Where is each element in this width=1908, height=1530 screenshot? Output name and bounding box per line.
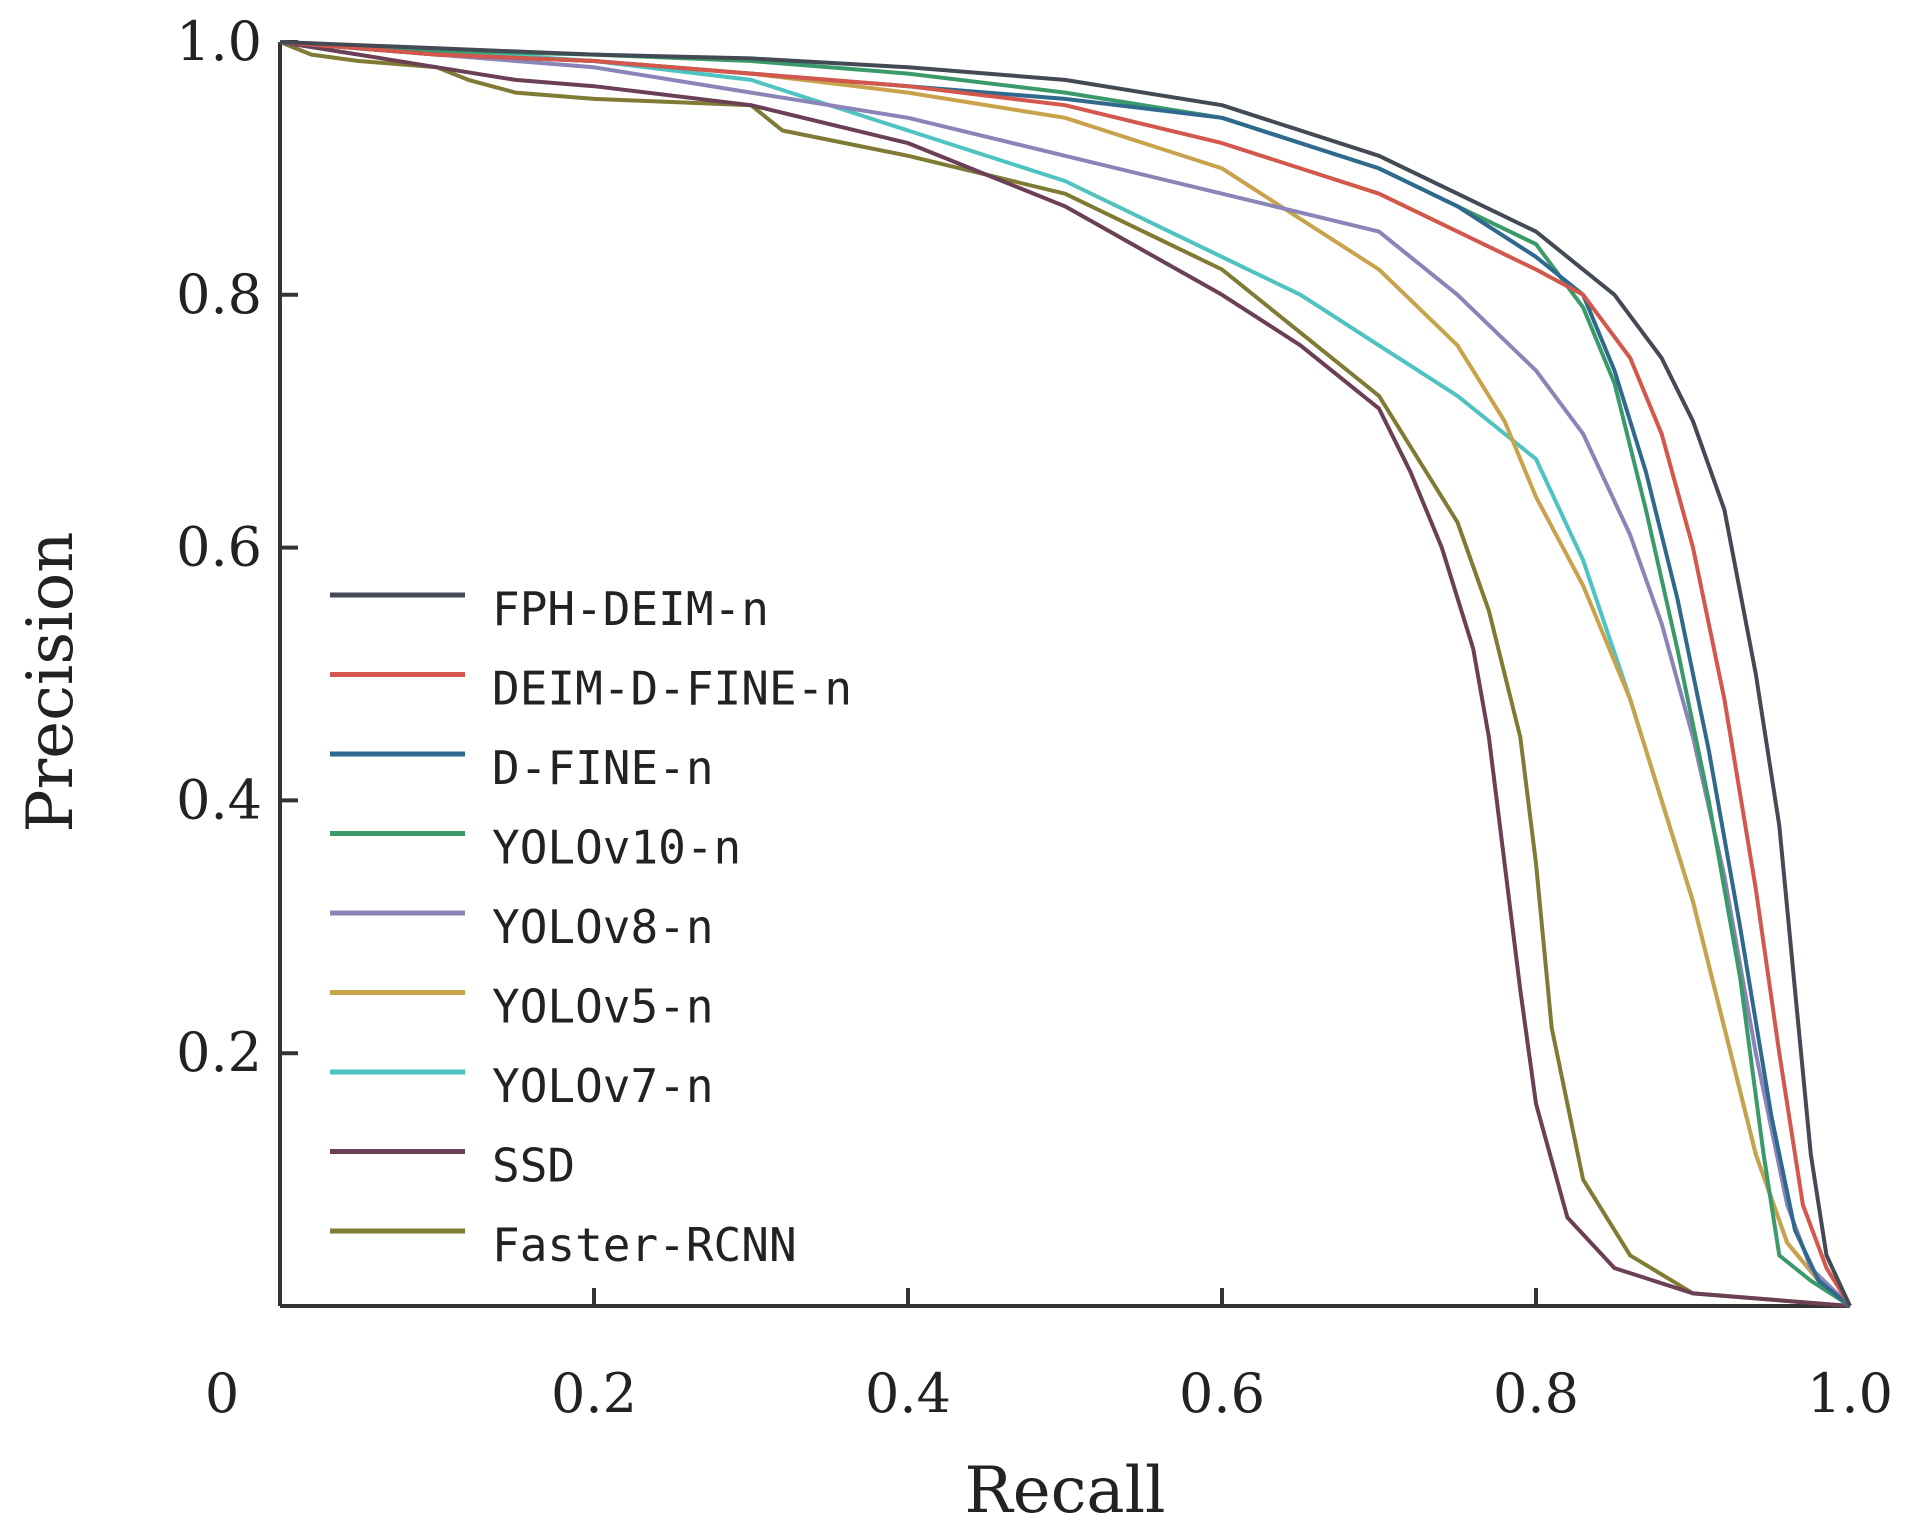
x-tick-label: 0.6 [1179,1362,1265,1425]
x-tick-label: 0.4 [865,1362,951,1425]
legend-label-yolov8-n: YOLOv8-n [492,900,714,954]
series-line-yolov5-n [279,40,1852,1308]
legend-label-yolov7-n: YOLOv7-n [492,1059,714,1113]
y-tick-label: 0.2 [176,1021,262,1084]
x-axis-title: Recall [965,1454,1166,1528]
series-line-ssd [279,40,1851,1308]
series-layer [279,40,1852,1308]
x-tick-label: 0.8 [1493,1362,1579,1425]
series-line-yolov8-n [279,40,1852,1308]
y-tick-label: 0.8 [176,263,262,326]
legend-label-faster-rcnn: Faster-RCNN [492,1218,797,1272]
y-tick-label: 0.4 [176,768,262,831]
y-axis-title: Precision [14,532,88,833]
legend-label-d-fine-n: D-FINE-n [492,741,714,795]
x-tick-label: 0 [205,1362,239,1425]
series-line-fph-deim-n [279,40,1852,1307]
legend-label-deim-d-fine-n: DEIM-D-FINE-n [492,662,852,716]
x-tick-label: 0.2 [551,1362,637,1425]
x-axis: 0 0.2 0.4 0.6 0.8 1.0 Recall [205,1288,1893,1528]
legend: FPH-DEIM-n DEIM-D-FINE-n D-FINE-n YOLOv10-n… [330,582,852,1272]
y-tick-label: 1.0 [176,10,262,73]
legend-label-fph-deim-n: FPH-DEIM-n [492,582,769,636]
legend-label-yolov10-n: YOLOv10-n [492,821,741,875]
legend-label-ssd: SSD [492,1139,575,1193]
legend-label-yolov5-n: YOLOv5-n [492,980,714,1034]
y-axis: 0.2 0.4 0.6 0.8 1.0 Precision [14,10,298,1306]
x-tick-label: 1.0 [1807,1362,1893,1425]
series-line-deim-d-fine-n [279,40,1852,1308]
y-tick-label: 0.6 [176,516,262,579]
series-line-yolov10-n [279,40,1852,1308]
series-line-faster-rcnn [279,40,1851,1308]
